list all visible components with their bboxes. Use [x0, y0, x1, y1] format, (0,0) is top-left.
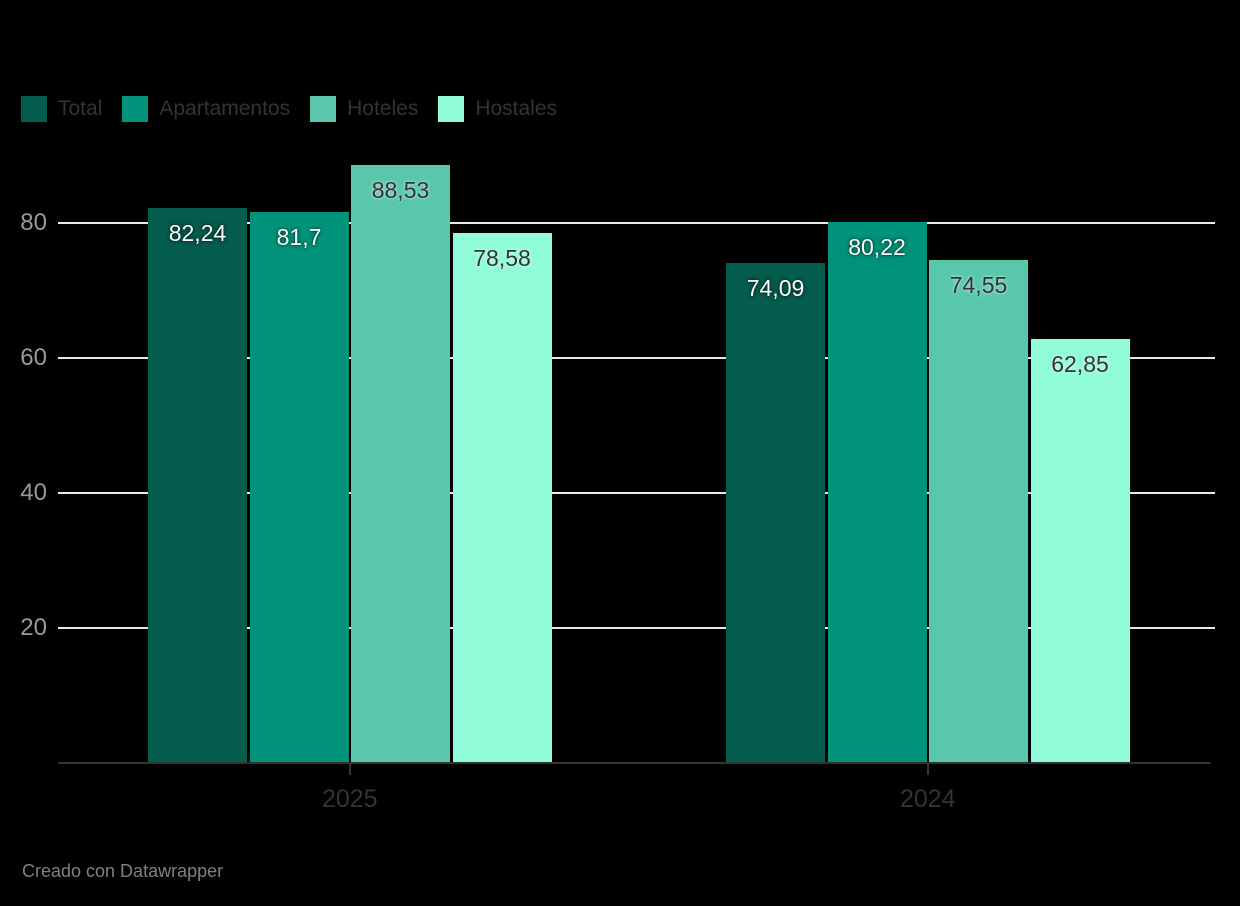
- legend-swatch-icon: [122, 96, 149, 122]
- y-tick-label-20: 20: [20, 614, 47, 641]
- gridline-80: [58, 222, 1215, 224]
- datawrapper-attribution-link[interactable]: Creado con Datawrapper: [22, 861, 224, 881]
- legend-item-total: Total: [21, 96, 102, 122]
- bar-value-label: 78,58: [473, 244, 531, 271]
- bar-total-2024[interactable]: 74,09: [726, 262, 825, 763]
- bar-hoteles-2025[interactable]: 88,53: [351, 165, 450, 763]
- legend-swatch-icon: [310, 96, 337, 122]
- legend-label: Hostales: [475, 97, 558, 120]
- gridline-40: [58, 492, 1215, 494]
- x-tick-label-2024: 2024: [899, 785, 956, 813]
- bar-total-2025[interactable]: 82,24: [148, 207, 247, 763]
- y-tick-label-40: 40: [20, 479, 47, 506]
- y-tick-label-60: 60: [20, 344, 47, 371]
- gridline-60: [58, 357, 1215, 359]
- legend-item-apartamentos: Apartamentos: [122, 96, 290, 122]
- bar-value-label: 80,22: [848, 233, 906, 260]
- bar-apartamentos-2025[interactable]: 81,7: [249, 211, 349, 763]
- y-tick-label-80: 80: [20, 209, 47, 236]
- bar-value-label: 81,7: [276, 223, 322, 250]
- bar-value-label: 88,53: [371, 177, 430, 204]
- legend-label: Total: [58, 97, 103, 120]
- bar-hoteles-2024[interactable]: 74,55: [929, 259, 1028, 763]
- bar-hostales-2024[interactable]: 62,85: [1030, 338, 1130, 763]
- bar-value-label: 62,85: [1051, 350, 1109, 377]
- legend-swatch-icon: [21, 96, 47, 122]
- legend-item-hoteles: Hoteles: [310, 96, 418, 122]
- x-axis-line: [58, 762, 1211, 764]
- x-tick-label-2025: 2025: [321, 785, 378, 813]
- bar-value-label: 82,24: [168, 219, 227, 246]
- legend-item-hostales: Hostales: [438, 96, 557, 122]
- legend-label: Apartamentos: [159, 97, 291, 120]
- bar-value-label: 74,09: [746, 274, 805, 301]
- legend-label: Hoteles: [347, 97, 419, 120]
- legend-swatch-icon: [438, 96, 465, 122]
- bar-apartamentos-2024[interactable]: 80,22: [827, 221, 927, 763]
- x-tick-2025: [348, 764, 351, 775]
- bar-value-label: 74,55: [949, 271, 1008, 298]
- x-tick-2024: [926, 764, 929, 775]
- gridline-20: [58, 627, 1215, 629]
- bar-hostales-2025[interactable]: 78,58: [452, 232, 552, 763]
- legend: Total Apartamentos Hoteles Hostales: [21, 96, 557, 122]
